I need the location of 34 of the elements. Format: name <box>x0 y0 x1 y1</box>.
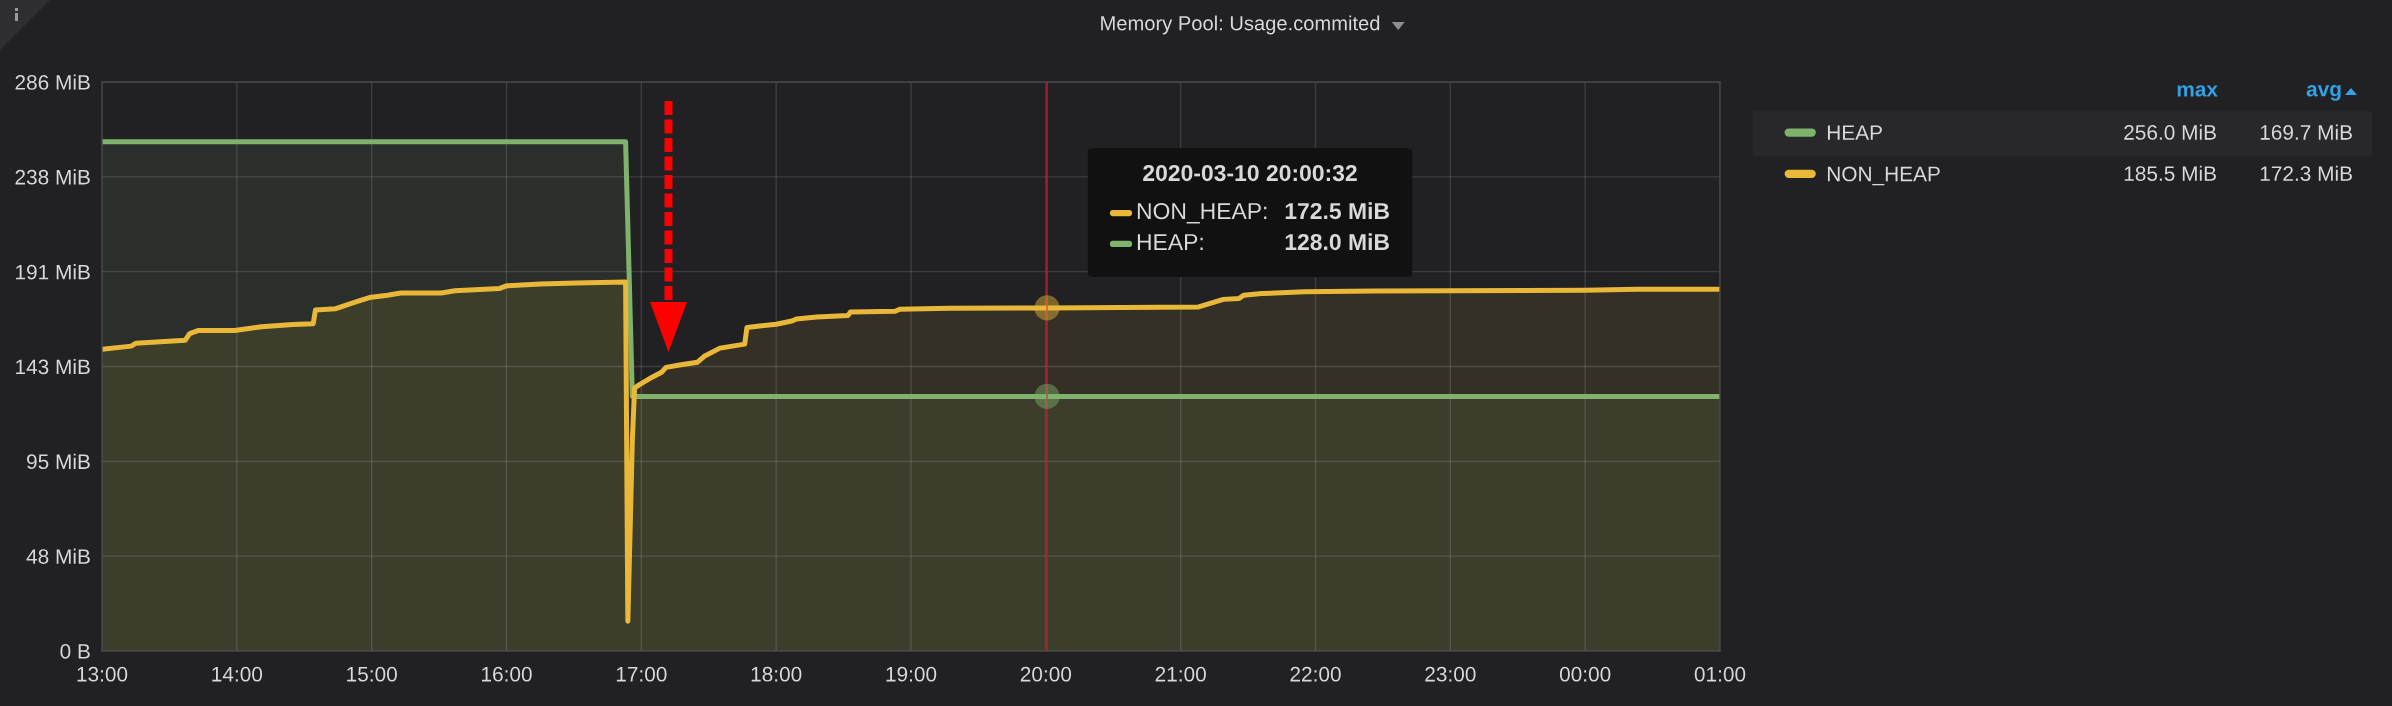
x-tick-label: 19:00 <box>886 666 937 682</box>
x-tick-label: 14:00 <box>212 666 263 682</box>
x-tick-label: 15:00 <box>347 666 397 682</box>
y-tick-label: 95 MiB <box>27 453 90 470</box>
annotation: 172.5 MiB <box>1285 202 1389 220</box>
y-tick-label: 238 MiB <box>15 169 90 185</box>
annotation: HEAP: <box>1137 234 1203 250</box>
annotation: 128.0 MiB <box>1285 233 1389 251</box>
legend-label: NON_HEAP <box>1827 166 1940 186</box>
y-tick-label: 143 MiB <box>16 358 90 375</box>
x-tick-label: 13:00 <box>77 666 128 682</box>
y-tick-label: 191 MiB <box>16 264 90 280</box>
x-tick-label: 18:00 <box>751 666 802 682</box>
y-tick-label: 48 MiB <box>26 548 90 564</box>
legend-label: HEAP <box>1827 125 1882 140</box>
text: 256.0 MiB <box>2124 124 2216 140</box>
x-tick-label: 00:00 <box>1559 666 1611 682</box>
y-tick-label: 0 B <box>60 644 90 659</box>
x-tick-label: 23:00 <box>1425 666 1476 682</box>
text: 169.7 MiB <box>2260 124 2352 140</box>
text: max <box>2177 85 2218 97</box>
x-tick-label: 20:00 <box>1020 666 1072 682</box>
x-tick-label: 16:00 <box>482 666 532 682</box>
annotation: 2020-03-10 20:00:32 <box>1143 164 1357 182</box>
x-tick-label: 22:00 <box>1290 666 1341 682</box>
text: avg <box>2306 85 2341 101</box>
text: 185.5 MiB <box>2124 165 2216 181</box>
x-tick-label: 21:00 <box>1155 666 1206 682</box>
text: 172.3 MiB <box>2260 165 2352 181</box>
y-tick-label: 286 MiB <box>15 74 90 90</box>
chart-title: Memory Pool: Usage.commited <box>1101 15 1380 35</box>
x-tick-label: 17:00 <box>616 666 667 682</box>
annotation: NON_HEAP: <box>1137 202 1267 224</box>
x-tick-label: 01:00 <box>1694 666 1746 682</box>
